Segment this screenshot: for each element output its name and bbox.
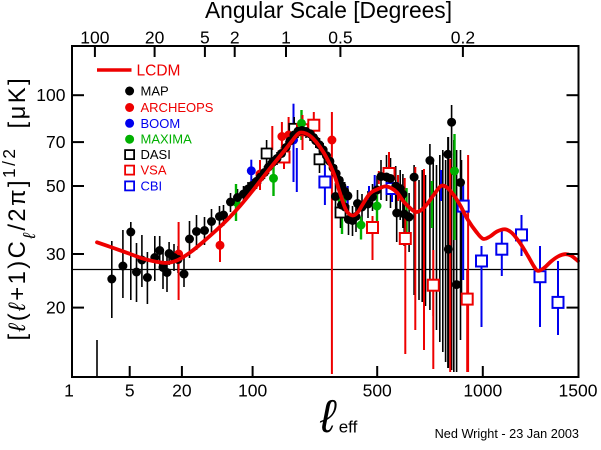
- svg-text:100: 100: [36, 85, 65, 105]
- svg-text:1000: 1000: [463, 381, 502, 401]
- svg-text:LCDM: LCDM: [137, 63, 181, 80]
- svg-text:5: 5: [125, 381, 135, 401]
- svg-text:1: 1: [64, 381, 74, 401]
- svg-text:0.2: 0.2: [451, 28, 475, 48]
- svg-text:100: 100: [80, 28, 109, 48]
- svg-text:Angular Scale [Degrees]: Angular Scale [Degrees]: [205, 0, 452, 23]
- svg-text:CBI: CBI: [141, 178, 163, 193]
- svg-text:DASI: DASI: [141, 147, 171, 162]
- svg-text:eff: eff: [339, 418, 358, 437]
- svg-text:1500: 1500: [559, 381, 598, 401]
- svg-text:500: 500: [363, 381, 392, 401]
- svg-text:VSA: VSA: [141, 163, 167, 178]
- svg-text:MAP: MAP: [141, 84, 169, 99]
- svg-text:BOOM: BOOM: [141, 116, 181, 131]
- svg-text:2: 2: [230, 28, 240, 48]
- svg-text:30: 30: [46, 244, 66, 264]
- svg-text:MAXIMA: MAXIMA: [141, 132, 193, 147]
- svg-text:50: 50: [46, 176, 66, 196]
- svg-text:1: 1: [281, 28, 291, 48]
- svg-text:5: 5: [200, 28, 210, 48]
- svg-text:ARCHEOPS: ARCHEOPS: [141, 100, 214, 115]
- svg-text:20: 20: [46, 298, 66, 318]
- svg-text:Ned Wright - 23 Jan 2003: Ned Wright - 23 Jan 2003: [435, 427, 579, 441]
- svg-text:20: 20: [172, 381, 192, 401]
- svg-text:ℓ: ℓ: [319, 390, 337, 442]
- svg-text:70: 70: [46, 132, 66, 152]
- svg-text:0.5: 0.5: [328, 28, 352, 48]
- svg-text:20: 20: [145, 28, 165, 48]
- svg-text:100: 100: [238, 381, 267, 401]
